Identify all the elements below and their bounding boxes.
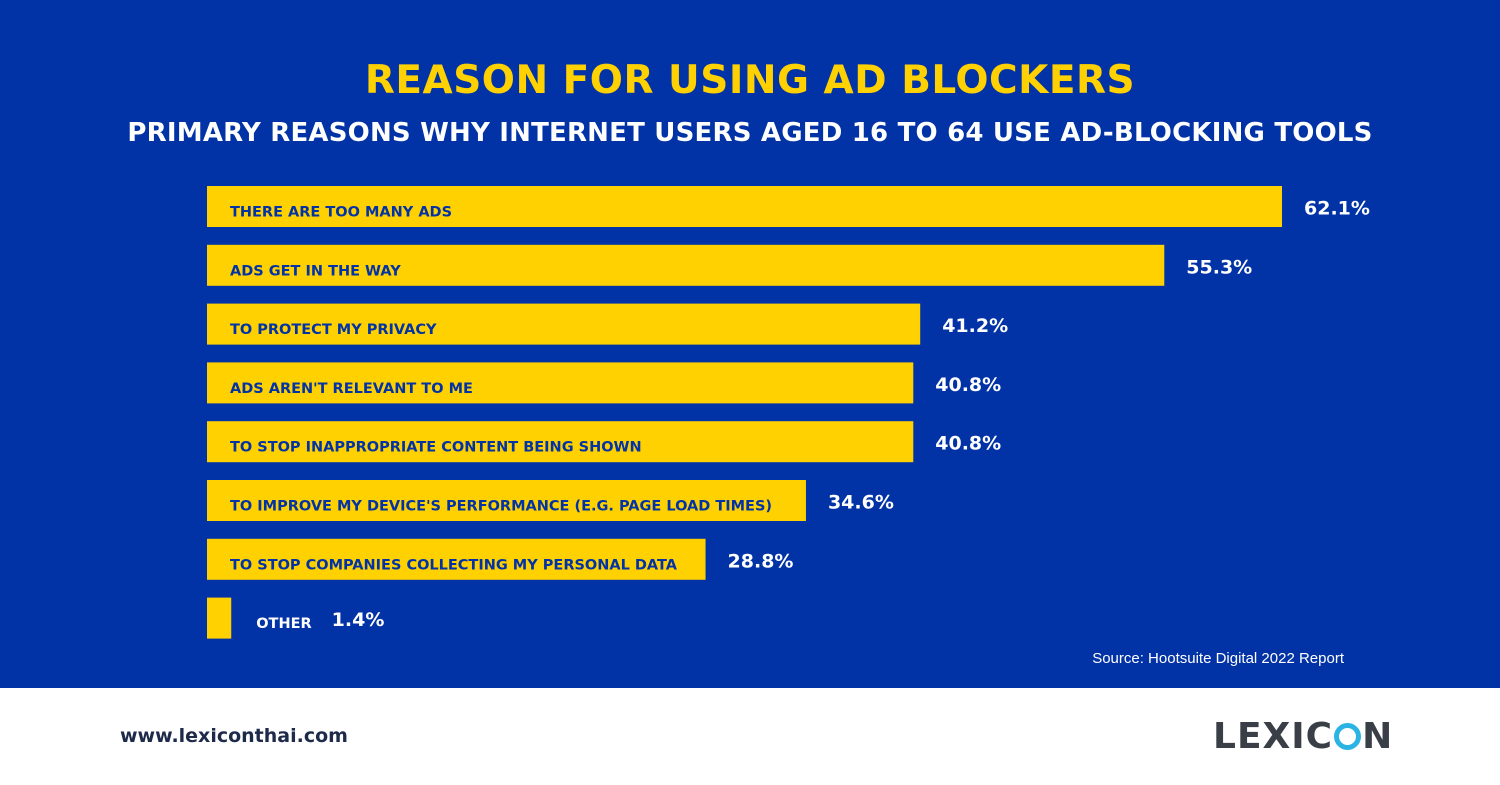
bar: [207, 480, 806, 521]
bar: [207, 421, 914, 463]
bar-value-label: 34.6%: [828, 492, 894, 514]
bar: [207, 362, 914, 404]
bar-category-label: TO PROTECT MY PRIVACY: [230, 322, 437, 338]
bar-category-label: ADS AREN'T RELEVANT TO ME: [230, 381, 473, 397]
chart-subtitle: PRIMARY REASONS WHY INTERNET USERS AGED …: [127, 118, 1373, 148]
footer-website-link[interactable]: www.lexiconthai.com: [120, 725, 348, 747]
bar-value-label: 40.8%: [935, 374, 1001, 396]
bar-value-label: 55.3%: [1186, 256, 1252, 278]
bar: [207, 597, 232, 639]
bar: [207, 244, 1165, 286]
bar: [207, 538, 706, 580]
bar-category-label: THERE ARE TOO MANY ADS: [230, 205, 452, 221]
bar-value-label: 28.8%: [728, 550, 794, 572]
bar-value-label: 40.8%: [935, 433, 1001, 455]
bar-value-label: 1.4%: [332, 609, 385, 631]
bar: [207, 303, 921, 345]
bar: [207, 186, 1282, 227]
bar-category-label: TO IMPROVE MY DEVICE'S PERFORMANCE (E.G.…: [230, 499, 772, 515]
bar-value-label: 62.1%: [1304, 198, 1370, 220]
bar-category-label: TO STOP INAPPROPRIATE CONTENT BEING SHOW…: [230, 440, 642, 456]
bar-value-label: 41.2%: [942, 315, 1008, 337]
bar-category-label: OTHER: [256, 616, 311, 632]
bar-chart: THERE ARE TOO MANY ADS 62.1% ADS GET IN TH…: [207, 186, 1370, 639]
bar-category-label: ADS GET IN THE WAY: [230, 263, 401, 279]
bar-category-label: TO STOP COMPANIES COLLECTING MY PERSONAL…: [230, 557, 678, 573]
logo-o-ring-icon: [1334, 722, 1362, 750]
chart-title: REASON FOR USING AD BLOCKERS: [364, 58, 1136, 103]
lexicon-logo: LEXIC N: [1213, 715, 1394, 757]
source-note: Source: Hootsuite Digital 2022 Report: [1092, 650, 1344, 667]
